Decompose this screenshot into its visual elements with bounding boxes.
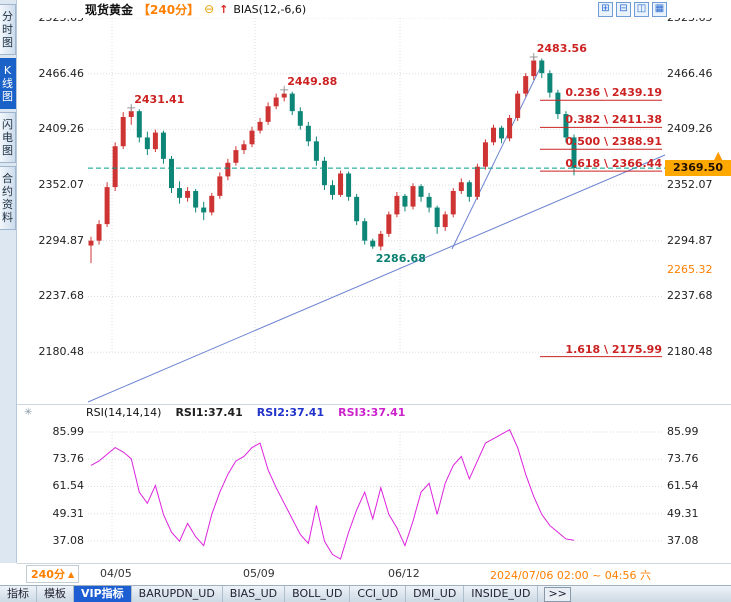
bottom-tab-BARUPDN_UD[interactable]: BARUPDN_UD — [132, 586, 223, 602]
sidebar-tab-char: 合 — [2, 172, 13, 185]
layout-grid-9-icon[interactable]: ▦ — [652, 2, 667, 17]
sidebar-tab-闪电图[interactable]: 闪电图 — [0, 112, 16, 163]
trend-lines — [87, 61, 666, 403]
sidebar-tab-char: 闪 — [2, 118, 13, 131]
layout-vertical-split-icon[interactable]: ⊟ — [616, 2, 631, 17]
indicator-label: BIAS(12,-6,6) — [233, 2, 307, 16]
bottom-tab-BIAS_UD[interactable]: BIAS_UD — [223, 586, 286, 602]
sidebar-tab-char: 线 — [2, 77, 13, 90]
candles — [88, 57, 577, 264]
rsi-header: RSI(14,14,14) RSI1:37.41 RSI2:37.41 RSI3:37… — [86, 406, 405, 419]
sidebar-tab-char: 料 — [2, 211, 13, 224]
bottom-tab-INSIDE_UD[interactable]: INSIDE_UD — [464, 586, 539, 602]
indicator-tab-bar: 指标 模板 VIP指标 BARUPDN_UD BIAS_UD BOLL_UD CCI_UD D… — [0, 585, 731, 602]
time-range-label: 2024/07/06 02:00 ~ 04:56 六 — [490, 569, 652, 582]
current-price-box: 2369.50 — [665, 160, 731, 176]
period-label: 【240分】 — [138, 2, 200, 17]
layout-horizontal-split-icon[interactable]: ◫ — [634, 2, 649, 17]
chart-header: 现货黄金 【240分】 ⊖ ↑ BIAS(12,-6,6) — [17, 0, 731, 18]
rsi-line — [90, 429, 575, 560]
bottom-tab-CCI_UD[interactable]: CCI_UD — [350, 586, 407, 602]
sidebar-tab-char: 分 — [2, 10, 13, 23]
rsi-value-label: RSI1:37.41 — [175, 406, 243, 419]
annotation-markers — [127, 53, 538, 112]
sidebar-tab-char: 图 — [2, 90, 13, 103]
more-tabs-button[interactable]: >> — [544, 586, 571, 602]
sidebar-tab-char: 图 — [2, 144, 13, 157]
sidebar-tab-合约资料[interactable]: 合约资料 — [0, 166, 16, 230]
bottom-tab-指标[interactable]: 指标 — [0, 586, 37, 602]
layout-toolbar: ⊞ ⊟ ◫ ▦ — [598, 2, 667, 17]
bottom-tab-BOLL_UD[interactable]: BOLL_UD — [285, 586, 351, 602]
panel-divider — [17, 404, 731, 405]
sidebar-tab-char: 约 — [2, 185, 13, 198]
sidebar-tab-char: 时 — [2, 23, 13, 36]
rsi-values: RSI1:37.41 RSI2:37.41 RSI3:37.41 — [161, 406, 405, 419]
bottom-tab-模板[interactable]: 模板 — [37, 586, 74, 602]
bottom-tab-DMI_UD[interactable]: DMI_UD — [406, 586, 465, 602]
sidebar-tab-分时图[interactable]: 分时图 — [0, 4, 16, 55]
period-selector-button[interactable]: 240分 ▲ — [26, 565, 80, 583]
indicator-settings-icon[interactable]: ✳ — [24, 407, 33, 418]
period-value: 240分 — [31, 567, 65, 581]
up-arrow-icon: ↑ — [219, 2, 229, 16]
rsi-title: RSI(14,14,14) — [86, 406, 162, 419]
sidebar-tab-char: 图 — [2, 36, 13, 49]
dropdown-arrow-icon: ▲ — [67, 569, 75, 579]
fibonacci-lines — [540, 99, 662, 358]
rsi-value-label: RSI3:37.41 — [338, 406, 406, 419]
bottom-tab-VIP指标[interactable]: VIP指标 — [74, 586, 132, 602]
price-direction-marker-icon: ▲ — [714, 149, 723, 162]
sidebar-tab-char: K — [3, 64, 12, 77]
symbol-name: 现货黄金 — [85, 2, 134, 17]
sidebar-tab-char: 电 — [2, 131, 13, 144]
layout-grid-4-icon[interactable]: ⊞ — [598, 2, 613, 17]
axis-divider — [17, 563, 731, 564]
sidebar-tab-char: 资 — [2, 198, 13, 211]
grid-lines — [88, 17, 664, 542]
rsi-value-label: RSI2:37.41 — [256, 406, 325, 419]
minus-circle-icon[interactable]: ⊖ — [204, 2, 215, 16]
